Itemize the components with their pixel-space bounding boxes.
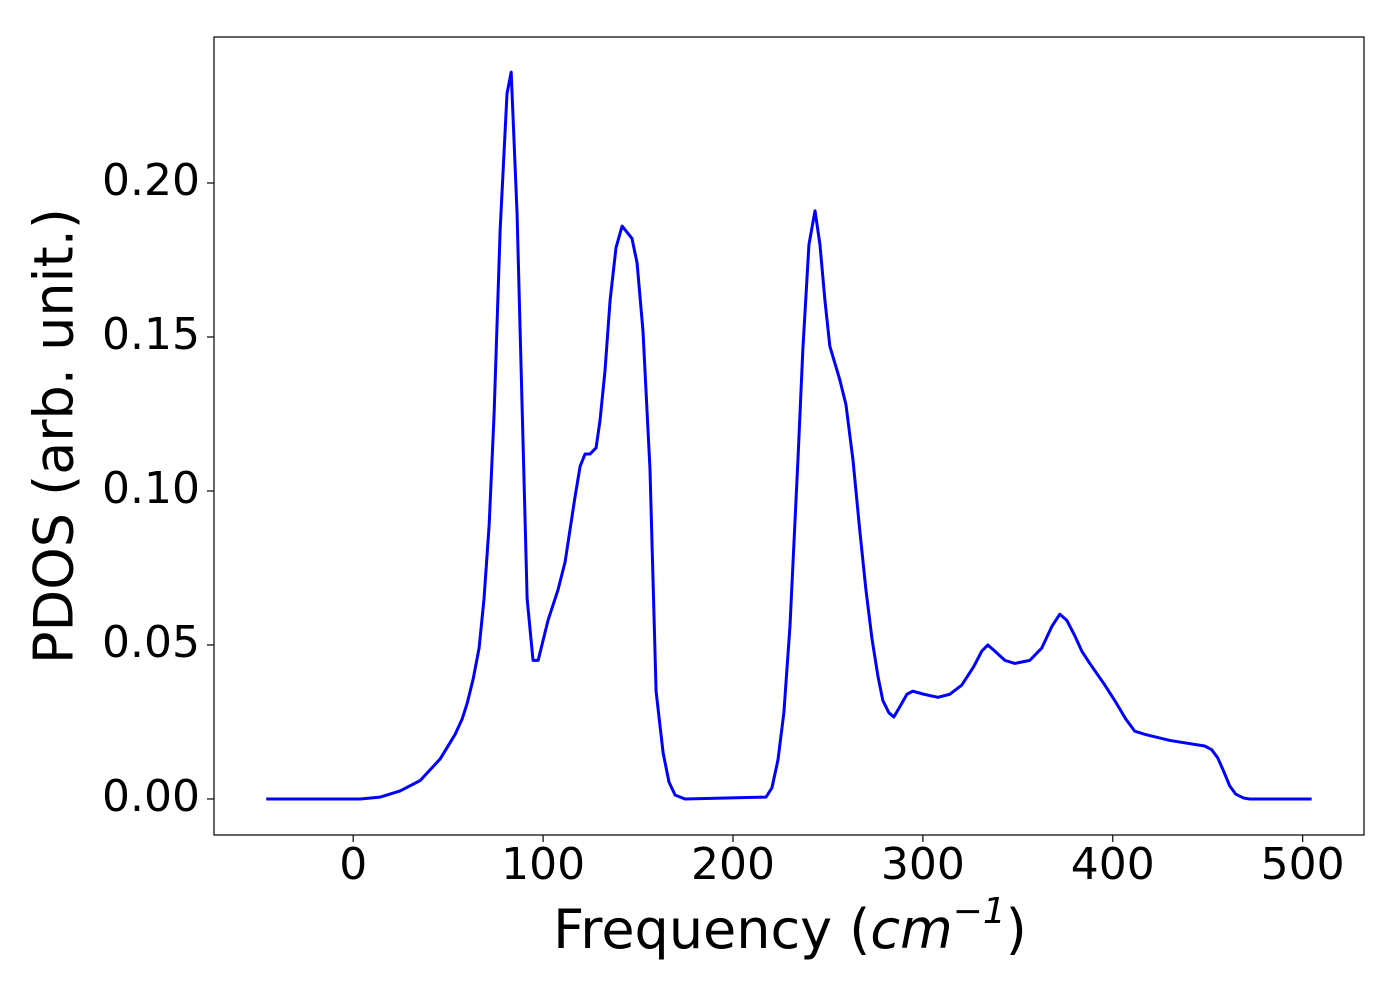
y-tick-label: 0.20 (102, 155, 200, 206)
x-tick-label: 500 (1261, 839, 1345, 890)
x-label-unit: cm (870, 898, 952, 961)
y-tick-label: 0.15 (102, 309, 200, 360)
x-tick-label: 200 (691, 839, 775, 890)
x-label-text: Frequency ( (553, 898, 870, 961)
y-axis-label: PDOS (arb. unit.) (23, 208, 86, 664)
y-tick-label: 0.10 (102, 463, 200, 514)
x-tick-label: 400 (1071, 839, 1155, 890)
x-tick-label: 0 (339, 839, 367, 890)
plot-frame (213, 36, 1365, 836)
x-label-exponent: −1 (953, 891, 1006, 932)
line-series (266, 70, 1312, 801)
y-tick-label: 0.05 (102, 617, 200, 668)
x-label-close: ) (1006, 898, 1027, 961)
x-axis-label: Frequency (cm−1) (553, 891, 1027, 961)
x-tick-label: 100 (501, 839, 585, 890)
y-tick-label: 0.00 (102, 771, 200, 822)
x-tick-label: 300 (881, 839, 965, 890)
